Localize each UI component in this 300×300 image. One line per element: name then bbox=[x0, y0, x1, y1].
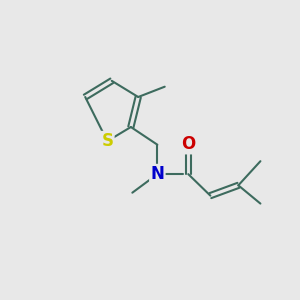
Text: S: S bbox=[101, 132, 113, 150]
Text: N: N bbox=[150, 165, 164, 183]
Text: O: O bbox=[181, 135, 195, 153]
